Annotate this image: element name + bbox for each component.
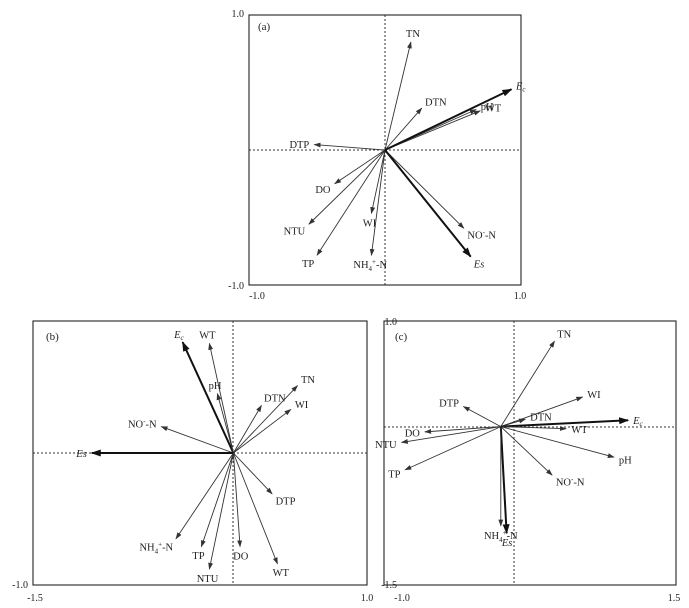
panel-a-label: (a) <box>258 21 271 33</box>
panel-a-x-left-tick: -1.0 <box>249 291 265 302</box>
panel-a-label-wi-9: WI <box>363 218 377 229</box>
panel-b-label-no-n-3: NO--N <box>128 418 157 431</box>
panel-b-vector-wi-7 <box>233 409 292 454</box>
panel-c-label-no-n-6: NO--N <box>556 475 585 488</box>
panel-a-vector-ec-4 <box>384 88 513 151</box>
panel-a-vector-wi-9 <box>370 149 386 215</box>
panel-c-label-dtn-2: DTN <box>530 413 552 424</box>
panel-b-vector-ntu-11 <box>208 452 234 570</box>
panel-b-vector-ec-0 <box>181 341 235 454</box>
panel-a-label-nh-n-10: NH4+-N <box>353 258 387 273</box>
panel-b-label-dtp-8: DTP <box>276 496 296 507</box>
panel-a-label-do-6: DO <box>315 185 331 196</box>
panel-c: (c) 1.0 -1.5 -1.0 1.5 TN WI DTN Ec WT pH NO--N… <box>375 317 680 604</box>
panel-b-vector-dtp-8 <box>233 452 273 495</box>
panel-b-x-left-tick: -1.5 <box>27 593 43 604</box>
panel-c-label: (c) <box>395 331 408 343</box>
panel-a-label-dtn-1: DTN <box>425 97 447 108</box>
panel-b-label-ph-2: pH <box>209 381 222 392</box>
panel-c-vector-do-10 <box>424 426 501 434</box>
panel-b-label-wt-9: WT <box>273 568 290 579</box>
panel-c-y-bottom-tick: -1.5 <box>381 580 397 591</box>
panel-c-vector-tn-0 <box>500 340 555 427</box>
panel-c-vector-dtp-9 <box>462 406 502 427</box>
panel-a-label-no-n-11: NO--N <box>467 229 496 242</box>
panel-c-vector-ec-3 <box>500 417 630 428</box>
panel-a-label-ec-4: Ec <box>515 81 526 93</box>
panel-a-label-dtp-5: DTP <box>289 140 309 151</box>
panel-b-y-bottom-tick: -1.0 <box>12 580 28 591</box>
panel-c-vector-no-n-6 <box>500 426 553 476</box>
panel-c-vector-wi-1 <box>500 396 584 428</box>
panel-a-y-top-tick: 1.0 <box>232 9 245 20</box>
panel-b-vectors: Ec WT pH NO--N Es DTN TN WI DTP WT DO NTU TP NH4+-N <box>75 330 315 585</box>
panel-b-label-ntu-11: NTU <box>197 574 219 585</box>
panel-b-label-dtn-5: DTN <box>264 394 286 405</box>
panel-b-label: (b) <box>46 331 59 343</box>
panel-b-label-tn-6: TN <box>301 375 315 386</box>
panel-c-vector-tp-12 <box>404 426 501 471</box>
panel-a-y-bottom-tick: -1.0 <box>228 281 244 292</box>
panel-a-vector-nh-n-10 <box>369 149 386 256</box>
panel-a-vector-no-n-11 <box>384 149 465 229</box>
panel-c-label-wt-4: WT <box>571 425 588 436</box>
panel-c-label-do-10: DO <box>405 429 421 440</box>
panel-b-vector-no-n-3 <box>160 426 234 454</box>
panel-b-label-tp-12: TP <box>192 551 204 562</box>
panel-b-x-right-tick: 1.0 <box>361 593 374 604</box>
panel-a-label-tp-8: TP <box>302 259 314 270</box>
panel-c-vector-es-7 <box>499 426 510 535</box>
panel-b-vector-dtn-5 <box>233 404 262 454</box>
panel-c-label-tn-0: TN <box>557 329 571 340</box>
panel-a-label-tn-0: TN <box>406 29 420 40</box>
panel-a-vector-es-12 <box>384 149 472 258</box>
panel-b-vector-ph-2 <box>216 392 234 454</box>
panel-c-y-top-tick: 1.0 <box>385 317 398 328</box>
panel-c-label-dtp-9: DTP <box>439 398 459 409</box>
panel-c-vector-ntu-11 <box>400 426 501 444</box>
panel-a-x-right-tick: 1.0 <box>514 291 527 302</box>
panel-b-vector-do-10 <box>232 452 243 548</box>
panel-c-label-nh-n-8: NH4+-N <box>484 529 518 544</box>
panel-b-label-ec-0: Ec <box>173 330 184 342</box>
panel-b-label-wt-1: WT <box>199 331 216 342</box>
panel-a-vector-do-6 <box>334 149 386 185</box>
panel-b-vector-wt-1 <box>208 342 234 454</box>
panel-c-vector-wt-4 <box>500 426 567 431</box>
panel-b-vector-nh-n-13 <box>175 452 234 540</box>
panel-b-label-wi-7: WI <box>295 400 309 411</box>
panel-c-x-right-tick: 1.5 <box>668 593 681 604</box>
panel-c-vector-dtn-2 <box>500 418 526 428</box>
panel-b-vector-wt-9 <box>232 452 278 565</box>
panel-a-vector-dtp-5 <box>313 142 386 151</box>
panel-c-frame <box>383 320 677 586</box>
panel-b-label-do-10: DO <box>233 552 249 563</box>
panel-a-label-ph-2: pH <box>481 102 494 113</box>
panel-c-label-wi-1: WI <box>587 390 601 401</box>
panel-b: (b) -1.0 -1.5 1.0 Ec WT pH NO--N Es DTN TN WI DT… <box>12 320 374 604</box>
panel-c-label-tp-12: TP <box>388 470 400 481</box>
panel-c-x-left-tick: -1.0 <box>394 593 410 604</box>
panel-b-vector-tn-6 <box>233 385 299 454</box>
panel-a-label-wt-3: WT <box>485 103 502 114</box>
panel-a-label-es-12: Es <box>473 260 485 271</box>
panel-b-vector-tp-12 <box>200 452 234 548</box>
panel-c-vector-ph-5 <box>500 426 615 458</box>
panel-b-label-nh-n-13: NH4+-N <box>139 540 173 555</box>
panel-b-label-es-4: Es <box>75 449 87 460</box>
panel-a-vector-ntu-7 <box>308 149 386 225</box>
panel-a-label-ntu-7: NTU <box>284 227 306 238</box>
panel-c-label-es-7: Es <box>501 538 513 549</box>
panel-a-vector-tp-8 <box>316 149 386 256</box>
panel-a-vector-tn-0 <box>384 41 412 151</box>
panel-c-label-ec-3: Ec <box>632 416 643 428</box>
panel-c-label-ph-5: pH <box>619 456 632 467</box>
panel-c-label-ntu-11: NTU <box>375 440 397 451</box>
panel-a-vector-dtn-1 <box>384 107 423 151</box>
